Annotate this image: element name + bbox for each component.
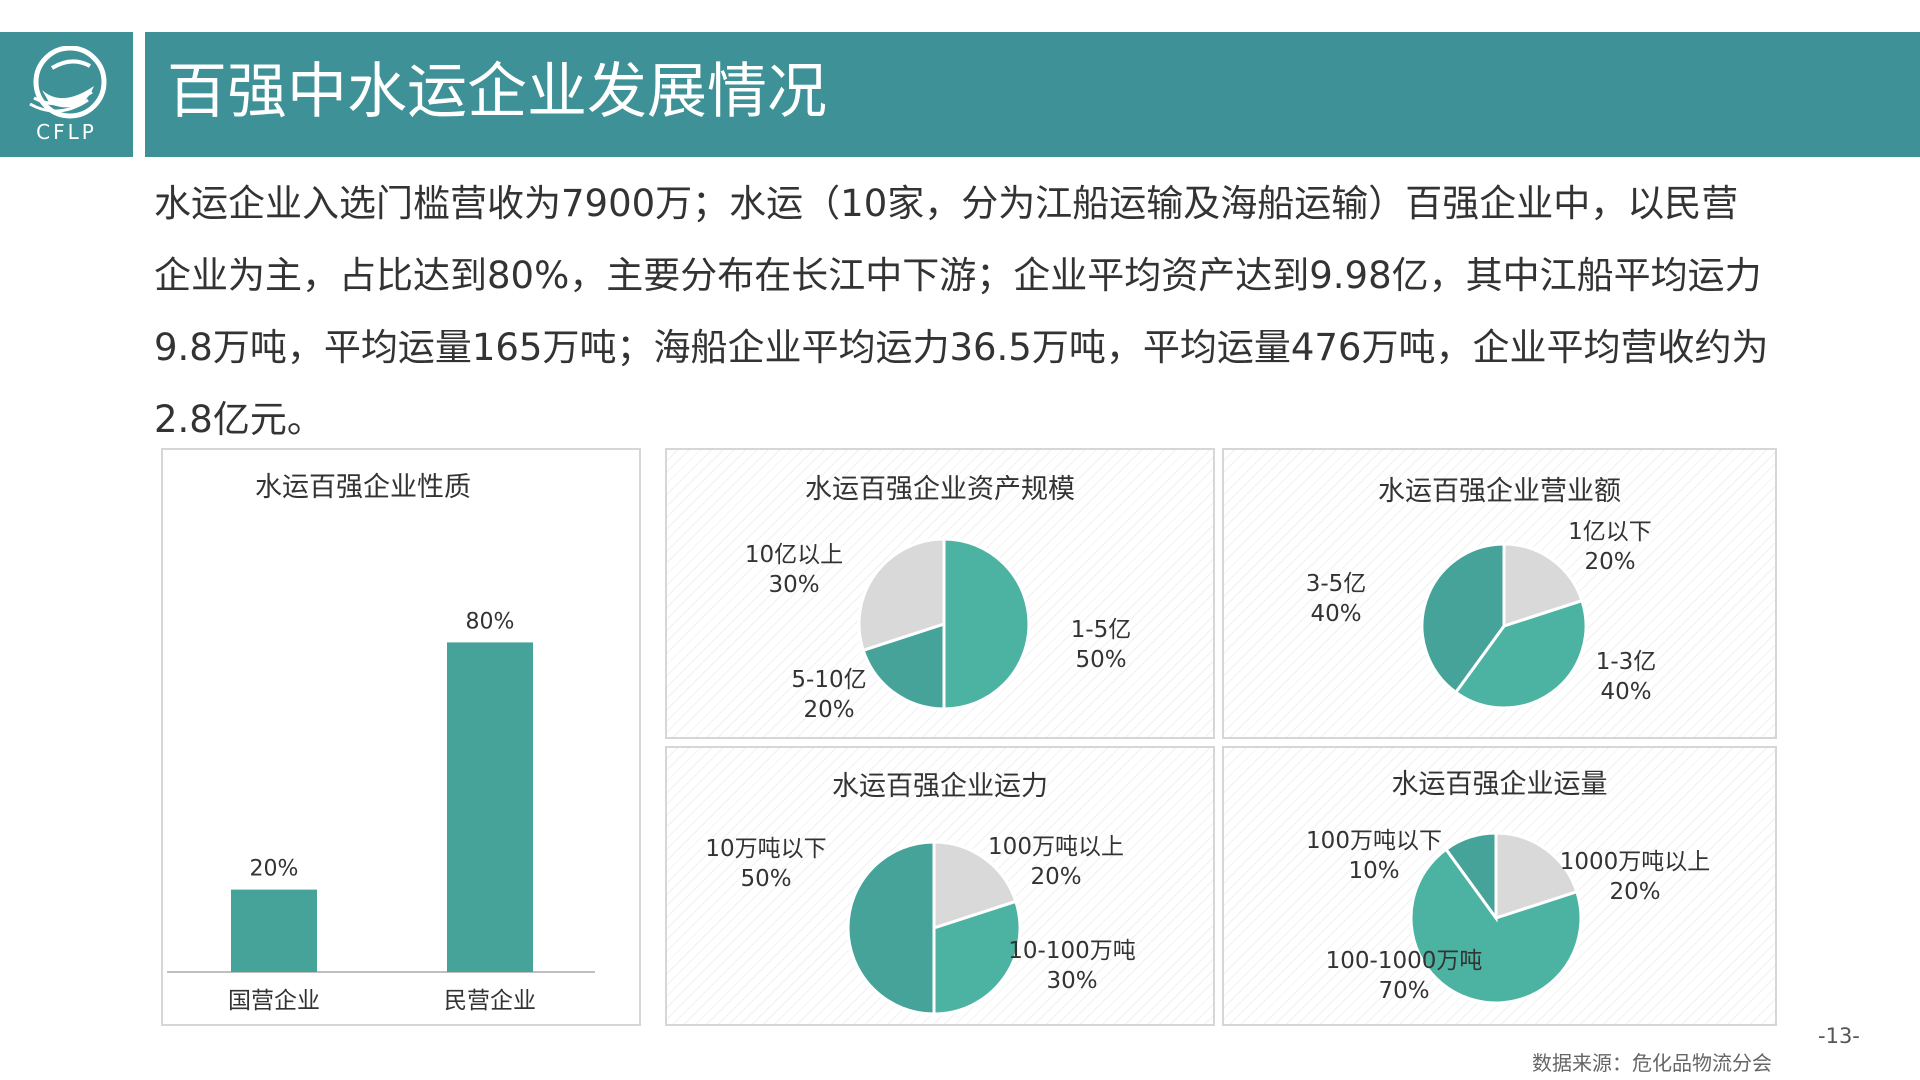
chart-panel-capacity: 水运百强企业运力 100万吨以上 20% 10-100万吨 30% 10万吨以下 50% [665, 746, 1215, 1026]
pie-slice [846, 840, 936, 1016]
pie-chart: 1000万吨以上 20% 100-1000万吨 70% 100万吨以下 10% [1306, 828, 1711, 1005]
slice-label: 3-5亿 [1306, 571, 1367, 597]
chart-title: 水运百强企业资产规模 [805, 474, 1075, 505]
bar-value-label: 20% [250, 857, 299, 882]
slice-value-label: 20% [1030, 864, 1081, 890]
logo: CFLP [0, 32, 133, 157]
slice-label: 1-5亿 [1071, 617, 1132, 643]
pie-chart: 1亿以下 20% 1-3亿 40% 3-5亿 40% [1306, 519, 1657, 710]
bar [447, 642, 533, 972]
x-tick-label: 国营企业 [228, 988, 320, 1014]
logo-text: CFLP [36, 120, 97, 144]
slice-value-label: 20% [803, 697, 854, 723]
slice-label: 10-100万吨 [1008, 938, 1135, 964]
chart-panel-revenue: 水运百强企业营业额 1亿以下 20% 1-3亿 40% 3-5亿 40% [1222, 448, 1777, 739]
slice-label: 100万吨以上 [988, 834, 1124, 860]
slice-label: 1000万吨以上 [1560, 849, 1711, 875]
slice-value-label: 20% [1584, 549, 1635, 575]
x-tick-label: 民营企业 [444, 988, 536, 1014]
bar [231, 889, 317, 972]
header-bar: CFLP 百强中水运企业发展情况 [0, 32, 1920, 157]
pie-slice [942, 537, 1031, 711]
pie-slice [932, 899, 1022, 1016]
chart-panel-volume: 水运百强企业运量 1000万吨以上 20% 100-1000万吨 70% 100万吨以下… [1222, 746, 1777, 1026]
slice-value-label: 70% [1378, 978, 1429, 1004]
slice-value-label: 30% [1046, 968, 1097, 994]
intro-paragraph: 水运企业入选门槛营收为7900万；水运（10家，分为江船运输及海船运输）百强企业… [154, 182, 1769, 441]
title-bar: 百强中水运企业发展情况 [145, 32, 1920, 157]
chart-title: 水运百强企业运力 [832, 771, 1048, 802]
slice-value-label: 40% [1600, 679, 1651, 705]
slice-label: 100万吨以下 [1306, 828, 1442, 854]
globe-logo-icon [29, 46, 107, 119]
slice-label: 10亿以上 [745, 542, 843, 568]
slice-label: 1-3亿 [1596, 649, 1657, 675]
chart-title: 水运百强企业运量 [1391, 769, 1608, 800]
pie-slice [1453, 598, 1588, 710]
page-title: 百强中水运企业发展情况 [167, 57, 827, 127]
pie-slice [1409, 847, 1583, 1005]
slice-value-label: 10% [1348, 858, 1399, 884]
slice-label: 5-10亿 [791, 667, 866, 693]
bar-value-label: 80% [466, 609, 515, 634]
chart-panel-nature: 水运百强企业性质 20% 国营企业 80% 民营企业 [161, 448, 641, 1026]
pie-slice [1443, 831, 1498, 923]
pie-slice [1420, 542, 1506, 695]
slice-value-label: 20% [1609, 879, 1660, 905]
bar-chart: 20% 国营企业 80% 民营企业 [167, 609, 595, 1014]
slice-value-label: 50% [1075, 647, 1126, 673]
pie-chart: 100万吨以上 20% 10-100万吨 30% 10万吨以下 50% [705, 834, 1136, 1016]
slice-value-label: 50% [740, 866, 791, 892]
pie-chart: 1-5亿 50% 5-10亿 20% 10亿以上 30% [745, 537, 1132, 723]
slice-value-label: 40% [1310, 601, 1361, 627]
chart-panel-assets: 水运百强企业资产规模 1-5亿 50% 5-10亿 20% 10亿以上 30% [665, 448, 1215, 739]
pie-slice [857, 537, 946, 653]
page-number: -13- [1818, 1024, 1860, 1048]
slice-label: 100-1000万吨 [1326, 948, 1483, 974]
slice-value-label: 30% [768, 572, 819, 598]
slice-label: 10万吨以下 [705, 836, 826, 862]
chart-title: 水运百强企业营业额 [1378, 476, 1621, 507]
slice-label: 1亿以下 [1568, 519, 1652, 545]
data-source: 数据来源：危化品物流分会 [1532, 1051, 1772, 1075]
chart-title: 水运百强企业性质 [255, 472, 471, 503]
